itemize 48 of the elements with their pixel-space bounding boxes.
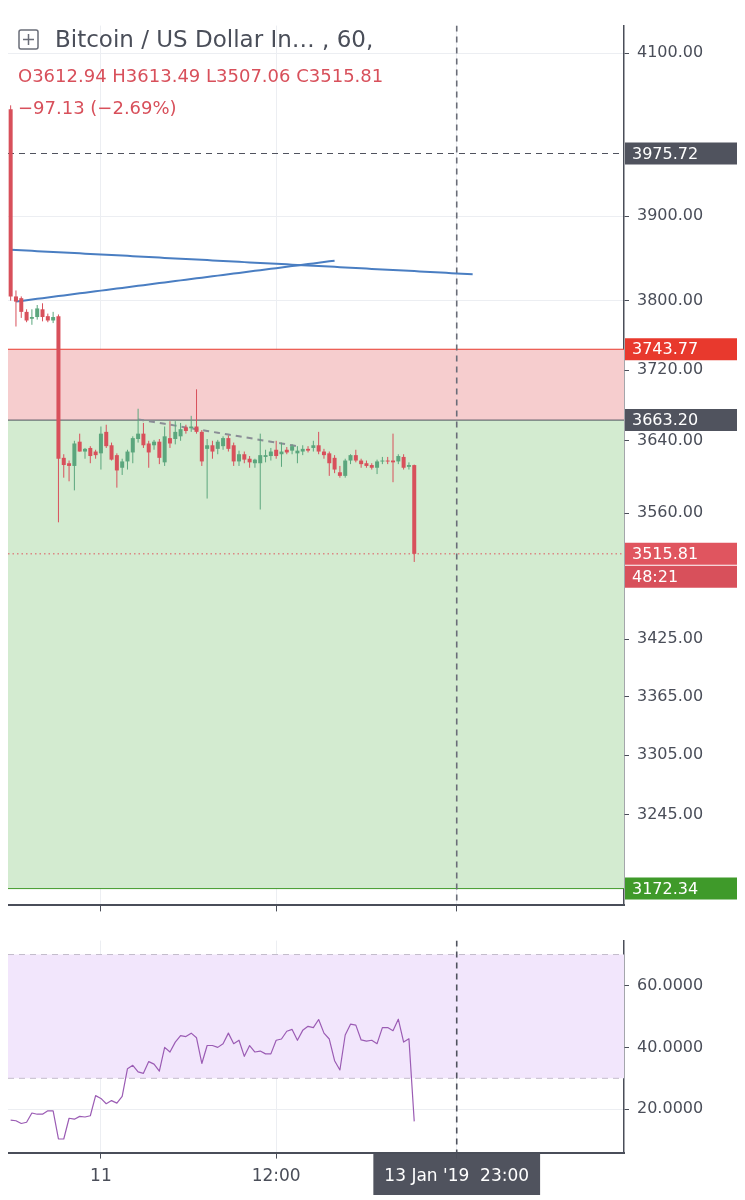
candlestick [290,443,295,455]
y-tick-label: 60.0000 [637,974,704,994]
candlestick [343,458,348,479]
x-tick-label: 13 Jan '19 23:00 [384,1165,530,1186]
text: 48:21 [632,566,679,586]
y-tick-label: 3305.00 [637,744,704,764]
candlestick [167,420,172,449]
candlestick [146,440,151,469]
y-tick-label: 4100.00 [637,42,704,62]
candlestick [72,440,77,491]
ref-line-label: 3172.34 [632,878,699,898]
ref-line-label: 3975.72 [632,143,699,163]
y-tick-label: 3245.00 [637,804,704,823]
candlestick [337,465,342,479]
candlestick [157,438,162,465]
candlestick [332,454,337,474]
candlestick [375,459,380,475]
candlestick [205,438,210,500]
y-tick-label: 3900.00 [637,205,704,225]
candlestick [231,442,236,467]
y-tick-label: 3365.00 [637,685,704,705]
x-tick-label: 11 [90,1165,112,1186]
y-tick-label: 3800.00 [637,289,704,309]
candlestick [183,424,188,435]
candlestick [237,450,241,467]
y-tick-label: 3425.00 [637,628,704,648]
candlestick [406,461,411,471]
candlestick [141,422,146,449]
ref-line-label: 3663.20 [632,410,699,430]
text: O3612.94 H3613.49 L3507.06 C3515.81 −97.13 (−2.69%) [18,64,384,120]
ref-line-label: 3515.81 [632,543,699,563]
candlestick [83,447,87,460]
y-tick-label: 40.0000 [637,1036,704,1056]
candlestick [98,426,103,471]
candlestick [125,449,130,471]
candlestick [316,431,321,455]
y-tick-label: 20.0000 [637,1098,704,1118]
candlestick [104,424,109,449]
ref-line-label: 3743.77 [632,339,699,359]
y-tick-label: 3640.00 [637,429,704,449]
candlestick [306,445,311,453]
x-tick-label: 12:00 [251,1165,301,1186]
y-tick-label: 3720.00 [637,359,704,379]
candlestick [29,308,34,326]
candlestick [194,388,199,435]
y-tick-label: 3560.00 [637,502,704,522]
candlestick [173,420,178,445]
chart-title: Bitcoin / US Dollar In… , 60, [55,26,374,52]
